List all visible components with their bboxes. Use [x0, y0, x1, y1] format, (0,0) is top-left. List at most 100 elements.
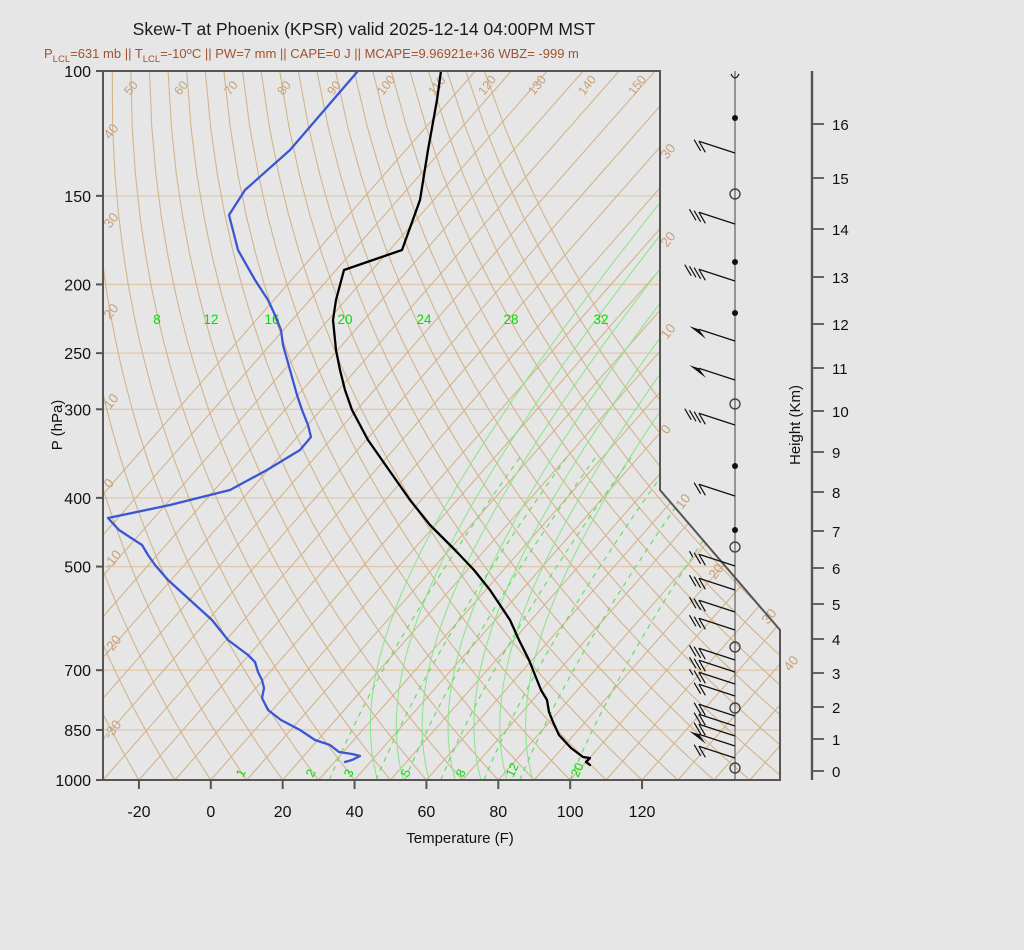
height-tick-label: 12 [832, 317, 849, 334]
dry-adiabat-line [103, 71, 284, 780]
isotherm-line [103, 71, 656, 780]
wind-barb [693, 682, 736, 697]
mixing-ratio-label: 12 [503, 761, 522, 780]
dry-adiabat-line [483, 71, 780, 780]
wind-barb-full [693, 411, 702, 424]
wind-barb-full [698, 140, 706, 153]
wind-barb [689, 365, 736, 381]
dewpoint-profile-line [106, 71, 362, 764]
wind-barb-full [698, 412, 706, 425]
wind-level-circle [729, 641, 741, 653]
height-axis-title: Height (Km) [787, 385, 804, 465]
stat-plcl: 631 mb [78, 46, 121, 61]
wind-barb-full [698, 211, 706, 224]
moist-adiabat-line [473, 71, 780, 780]
stats-subtitle: PLCL=631 mb || TLCL=-10oC || PW=7 mm || … [44, 46, 579, 65]
wind-barb-half [688, 550, 694, 558]
isotherm-line [282, 71, 780, 780]
height-tick-label: 8 [832, 485, 840, 502]
wind-barb-half [688, 668, 694, 676]
wind-barb-full [698, 713, 706, 726]
moist-adiabat-label: 28 [503, 312, 518, 327]
height-tick-label: 3 [832, 666, 840, 683]
isotherm-line [569, 71, 780, 780]
temperature-tick-label: 40 [346, 804, 364, 821]
temperature-tick-label: 100 [557, 804, 584, 821]
wind-barb-flag [689, 731, 707, 745]
isotherm-line [138, 71, 764, 780]
moist-adiabat-label: 24 [416, 312, 432, 327]
dry-adiabat-line [316, 71, 751, 780]
wind-barb-full [693, 744, 702, 757]
wind-barb-full [698, 723, 706, 736]
wind-level-dot [732, 259, 738, 265]
wind-barb-full [698, 617, 706, 630]
dry-adiabat-line [103, 71, 140, 780]
pressure-tick-label: 150 [64, 189, 91, 206]
wind-barb-full [698, 577, 706, 590]
wind-barb-full [688, 409, 697, 422]
wind-barb-full [688, 208, 697, 221]
wind-barb-full [693, 210, 702, 223]
temperature-tick-label: -20 [127, 804, 150, 821]
height-tick-label: 9 [832, 445, 840, 462]
mixing-ratio-label: 20 [568, 761, 587, 780]
dry-adiabat-line [148, 71, 427, 780]
dry-adiabat-line [297, 71, 715, 780]
dry-adiabat-line [334, 71, 780, 780]
wind-barb [693, 712, 736, 727]
temperature-tick-label: 60 [418, 804, 436, 821]
wind-barb-full [698, 599, 706, 612]
moist-adiabat-label: 8 [153, 312, 161, 327]
wind-barb-full [693, 267, 702, 280]
height-tick-label: 4 [832, 632, 840, 649]
wind-barb-full [693, 576, 702, 589]
wind-barb-full [688, 656, 697, 669]
wind-barb [689, 326, 736, 342]
dry-adiabat-line [103, 71, 176, 780]
height-tick-label: 6 [832, 561, 840, 578]
pressure-tick-label: 400 [64, 491, 91, 508]
temperature-axis: -20 0 20 40 60 80 100 120 [103, 779, 780, 821]
wind-barb-full [688, 614, 697, 627]
temperature-tick-label: 0 [206, 804, 215, 821]
isotherm-label-right: 10 [658, 321, 679, 342]
wind-level-dot [732, 310, 738, 316]
temperature-profile-line [331, 71, 592, 767]
isotherm-label-right: 40 [781, 653, 802, 674]
temperature-tick-label: 20 [274, 804, 292, 821]
height-tick-label: 1 [832, 732, 840, 749]
wind-level-circle [729, 762, 741, 774]
wind-barb-full [693, 598, 702, 611]
wind-barb-full [698, 553, 706, 566]
wind-barb [689, 731, 736, 747]
dry-adiabat-line [390, 71, 780, 780]
dry-adiabat-line [372, 71, 780, 780]
wind-barb [693, 482, 736, 497]
wind-barb-full [693, 139, 702, 152]
wind-barb [688, 614, 736, 631]
pressure-tick-label: 850 [64, 723, 91, 740]
moist-adiabat-line [395, 71, 780, 780]
wind-barb [693, 744, 736, 759]
stat-wbz: -999 m [538, 46, 578, 61]
isotherm-line [641, 71, 780, 780]
dry-adiabat-label: 70 [221, 78, 241, 98]
pressure-axis: 100 150 200 250 300 400 500 700 850 1000 [55, 64, 104, 790]
wind-barb-flag [689, 326, 707, 340]
wind-barb-full [684, 408, 692, 421]
moist-adiabat-labels: 8 12 16 20 24 28 32 [153, 312, 608, 327]
wind-level-circle [729, 541, 741, 553]
wind-barb-full [698, 268, 706, 281]
wind-barb [688, 574, 736, 591]
wind-barb [688, 208, 736, 225]
moist-adiabat-line [447, 71, 780, 780]
moist-adiabat-label: 12 [203, 312, 218, 327]
isotherm-line [497, 71, 780, 780]
wind-barb-full [688, 644, 697, 657]
isotherm-line [533, 71, 780, 780]
wind-barb-full [688, 596, 697, 609]
wind-barb [688, 550, 736, 567]
wind-barb [684, 264, 736, 282]
isotherm-line [103, 71, 692, 780]
